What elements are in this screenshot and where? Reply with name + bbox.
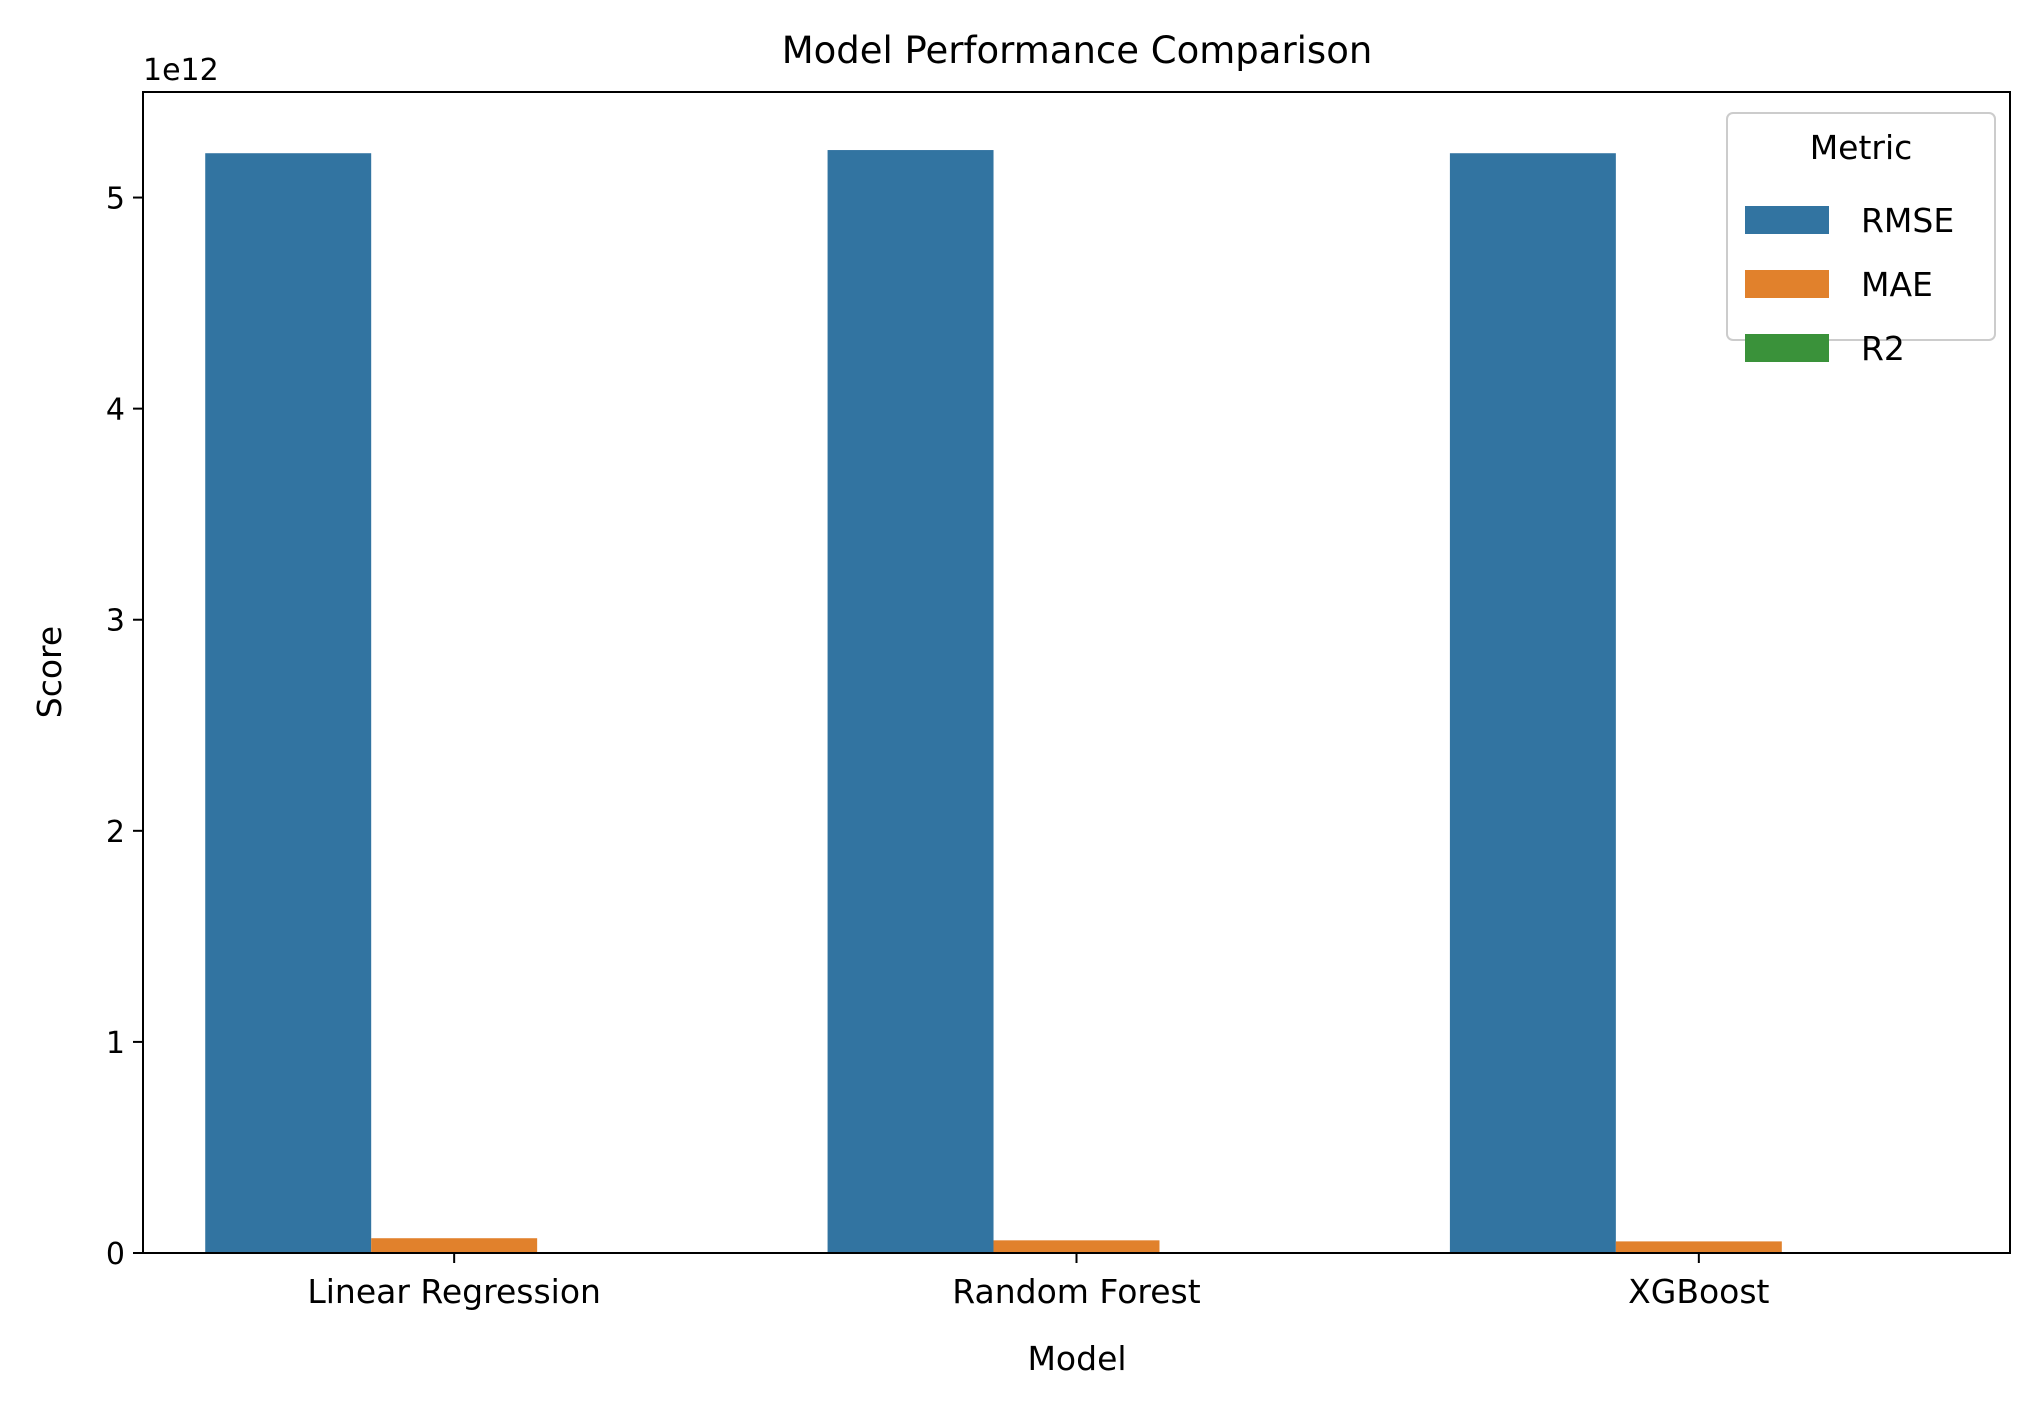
y-tick-label: 1 [106,1026,125,1061]
legend-label-rmse: RMSE [1861,201,1954,240]
y-tick-label: 2 [106,815,125,850]
bar-rmse-linear-regression [205,153,372,1254]
legend: Metric RMSE MAE R2 [1726,112,1996,368]
x-tick-label: Random Forest [952,1272,1200,1311]
chart-title: Model Performance Comparison [782,29,1373,72]
axes: 0 1 2 3 4 5 Linear Regression Random Forest XGBo… [106,182,1770,1311]
plot-area [205,150,1782,1254]
y-tick-label: 3 [106,604,125,639]
bar-rmse-xgboost [1449,153,1616,1254]
y-tick-label: 0 [106,1237,125,1272]
legend-swatch-r2 [1745,334,1829,362]
bar-mae-linear-regression [371,1238,538,1253]
legend-label-r2: R2 [1861,329,1905,368]
y-axis-offset-label: 1e12 [143,53,219,88]
y-axis-label: Score [30,626,69,718]
x-axis-label: Model [1027,1339,1126,1378]
legend-title: Metric [1810,128,1913,167]
legend-swatch-mae [1745,270,1829,298]
y-tick-label: 4 [106,393,125,428]
legend-label-mae: MAE [1861,265,1933,304]
bar-mae-random-forest [993,1240,1160,1253]
x-tick-label: XGBoost [1628,1272,1769,1311]
y-tick-label: 5 [106,182,125,217]
x-tick-label: Linear Regression [307,1272,601,1311]
legend-swatch-rmse [1745,206,1829,234]
bar-mae-xgboost [1615,1241,1782,1253]
bar-rmse-random-forest [827,150,994,1253]
